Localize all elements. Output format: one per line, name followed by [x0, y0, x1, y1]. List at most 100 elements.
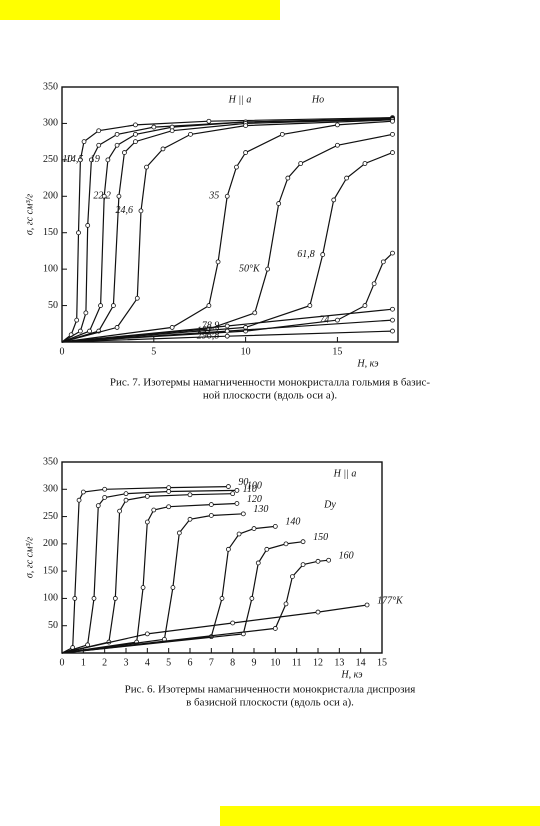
x-tick-label: 15 [332, 346, 342, 357]
curve-label: 74 [319, 314, 329, 325]
data-point [208, 513, 214, 518]
curve-label: 177°K [377, 595, 404, 606]
data-point [279, 131, 285, 137]
data-point [289, 574, 295, 579]
data-point [335, 317, 340, 323]
y-axis-label: σ, гс см³/г [24, 194, 35, 235]
data-point [188, 131, 193, 137]
data-point [230, 491, 236, 497]
data-point [138, 208, 144, 214]
x-tick-label: 12 [313, 657, 323, 668]
data-point [151, 124, 157, 130]
curve-label: 78,9 [202, 320, 220, 331]
data-point [390, 118, 395, 124]
annotation: Dy [323, 499, 336, 510]
curve-label: 22,2 [93, 191, 111, 202]
y-tick-label: 300 [43, 484, 58, 495]
data-point [272, 626, 278, 631]
data-point [144, 493, 150, 499]
data-point [315, 609, 321, 615]
y-tick-label: 50 [48, 620, 58, 631]
curve [61, 489, 237, 654]
y-tick-label: 250 [43, 511, 58, 522]
curve-label: 151,2 [197, 325, 220, 336]
data-point [243, 150, 249, 155]
data-point [98, 303, 103, 308]
y-tick-label: 200 [43, 538, 58, 549]
data-point [112, 596, 118, 601]
caption: ной плоскости (вдоль оси a). [203, 390, 338, 402]
data-point [133, 139, 138, 145]
data-point [134, 295, 140, 301]
data-point [166, 485, 172, 491]
data-point [224, 193, 230, 199]
data-point [85, 223, 91, 228]
data-point [390, 131, 395, 137]
data-point [236, 531, 242, 537]
data-point [114, 142, 120, 148]
x-tick-label: 14 [356, 657, 366, 668]
data-point [224, 333, 230, 339]
data-point [362, 303, 368, 308]
data-point [326, 557, 332, 563]
y-tick-label: 50 [48, 300, 58, 311]
curve-label: 140 [285, 517, 300, 528]
data-point [144, 631, 150, 637]
data-point [144, 519, 150, 525]
data-point [169, 325, 175, 330]
data-point [371, 281, 377, 287]
data-point [76, 230, 81, 236]
data-point [77, 157, 83, 163]
data-point [283, 541, 289, 547]
data-point [300, 539, 306, 545]
data-point [123, 491, 129, 497]
data-point [251, 526, 257, 531]
data-point [315, 558, 321, 564]
y-axis-label: σ, гс см³/г [24, 537, 35, 578]
data-point [249, 596, 255, 601]
curve [61, 541, 304, 654]
data-point [283, 601, 289, 607]
curve [61, 117, 393, 343]
curve-label: 10 [62, 154, 72, 165]
data-point [206, 118, 212, 124]
caption: Рис. 6. Изотермы намагниченности монокри… [125, 684, 416, 696]
data-point [88, 157, 94, 163]
data-point [380, 259, 386, 265]
data-point [80, 489, 86, 495]
curve [61, 486, 229, 654]
curve [61, 118, 393, 343]
data-point [144, 164, 149, 170]
data-point [116, 193, 122, 199]
y-tick-label: 100 [43, 263, 58, 274]
data-point [225, 546, 231, 552]
annotation: H || a [228, 94, 252, 105]
curve [61, 120, 393, 343]
data-point [77, 328, 83, 334]
curve [61, 493, 233, 654]
data-point [364, 602, 370, 608]
data-point [331, 197, 337, 203]
data-point [117, 508, 122, 514]
data-point [101, 193, 107, 199]
data-point [276, 201, 282, 206]
x-tick-label: 5 [151, 346, 156, 357]
data-point [206, 303, 212, 308]
x-tick-label: 0 [60, 346, 65, 357]
x-tick-label: 5 [166, 657, 171, 668]
data-point [390, 250, 395, 256]
curve [61, 152, 393, 343]
data-point [225, 484, 231, 489]
data-point [133, 131, 138, 137]
data-point [390, 317, 395, 323]
y-tick-label: 300 [43, 118, 58, 129]
y-tick-label: 350 [43, 81, 58, 92]
x-tick-label: 3 [124, 657, 129, 668]
data-point [252, 310, 258, 316]
caption: в базисной плоскости (вдоль оси a). [186, 697, 354, 709]
curve [61, 117, 393, 343]
y-tick-label: 100 [43, 593, 58, 604]
x-tick-label: 15 [377, 657, 387, 668]
data-point [91, 596, 97, 601]
data-point [298, 161, 304, 166]
